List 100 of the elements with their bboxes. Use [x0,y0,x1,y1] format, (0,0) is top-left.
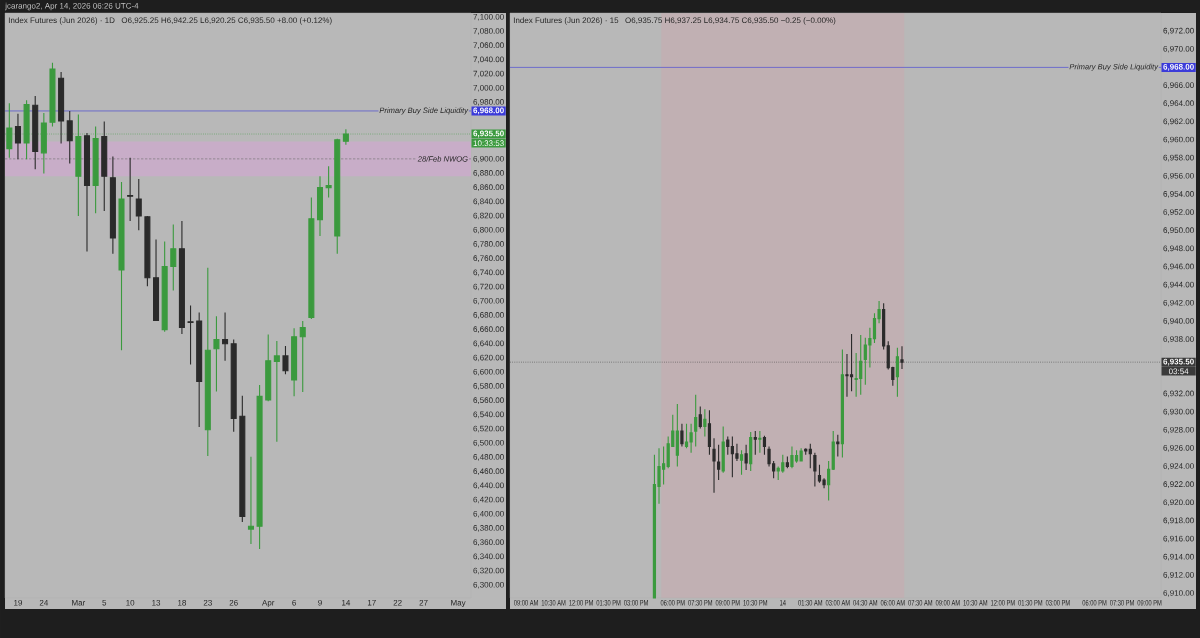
y-tick-label: 6,600.00 [473,368,504,376]
candlestick [161,241,168,333]
candlestick [153,238,160,322]
chart-subtitle: O6,935.75 H6,937.25 L6,934.75 C6,935.50 −0.25 (−0.00%) [625,17,836,25]
y-tick-label: 6,958.00 [1163,154,1194,162]
candlestick [707,409,712,456]
x-tick-label: 06:00 AM [880,599,905,606]
y-tick-label: 6,968.00 [473,107,504,115]
x-tick-label: 12:00 PM [569,599,593,606]
x-tick-label: 14 [780,599,786,606]
text: 03:54 [1168,368,1189,375]
candlestick [282,345,289,375]
y-tick-label: 6,360.00 [473,539,504,546]
y-tick-label: 6,780.00 [473,241,504,248]
y-tick-label: 6,932.00 [1163,390,1194,398]
x-tick-label: 01:30 AM [798,599,823,606]
x-tick-label: 19 [14,599,23,606]
y-tick-label: 6,935.50 [473,130,504,138]
candlestick [827,460,831,502]
y-tick-label: 6,918.00 [1163,517,1194,525]
candlestick [744,444,748,471]
x-tick-label: 26 [229,599,238,606]
y-tick-label: 6,926.00 [1163,445,1194,452]
candlestick [325,165,332,199]
candlestick [14,113,21,160]
y-tick-label: 6,840.00 [473,198,504,206]
candlestick [49,62,56,128]
y-tick-label: 6,760.00 [473,255,504,262]
y-tick-label: 6,880.00 [473,170,504,177]
y-tick-label: 7,100.00 [473,13,504,21]
y-tick-label: 6,935.50 [1163,358,1194,366]
x-tick-label: May [451,599,466,608]
x-tick-label: 07:30 PM [1110,599,1134,606]
candlestick [247,456,254,545]
y-tick-label: 6,940.00 [1163,318,1194,325]
candlestick [804,447,808,456]
y-tick-label: 6,340.00 [473,553,504,561]
y-tick-label: 6,300.00 [473,581,504,589]
x-tick-label: 6 [292,599,296,606]
candlestick [689,423,693,454]
y-tick-label: 6,966.00 [1163,82,1194,89]
x-tick-label: 07:30 PM [688,599,713,606]
candlestick [32,95,39,170]
candlestick [698,406,702,429]
candlestick [101,121,108,212]
candlestick [675,403,679,468]
x-tick-label: 09:00 AM [935,599,960,606]
y-tick-label: 6,922.00 [1163,481,1194,488]
x-tick-label: 13 [152,599,161,606]
y-tick-label: 6,860.00 [473,184,504,191]
x-tick-label: 07:30 AM [908,599,933,606]
candlestick [799,447,803,462]
x-tick-label: 01:30 PM [1018,599,1043,606]
y-tick-label: 6,924.00 [1163,463,1194,470]
y-tick-label: 6,956.00 [1163,172,1194,180]
candlestick [178,220,185,335]
y-tick-label: 6,938.00 [1163,336,1194,343]
candlestick [170,223,177,292]
candlestick [196,312,203,428]
y-tick-label: 6,580.00 [473,383,504,390]
y-tick-label: 6,980.00 [473,99,504,106]
y-tick-label: 6,500.00 [473,439,504,447]
candlestick [265,334,272,402]
candlestick [58,71,65,145]
y-tick-label: 7,040.00 [473,56,504,64]
chart-subtitle: O6,925.25 H6,942.25 L6,920.25 C6,935.50 +8.00 (+0.12%) [121,17,332,25]
y-tick-label: 6,964.00 [1163,100,1194,107]
x-tick-label: 01:30 PM [596,599,621,606]
y-tick-label: 6,560.00 [473,397,504,404]
chart-title: Index Futures (Jun 2026) · 15 [513,17,619,25]
x-tick-label: 04:30 AM [853,599,878,606]
y-tick-label: 6,680.00 [473,312,504,319]
text: jcarango2, Apr 14, 2026 06:26 UTC-4 [5,2,139,11]
x-tick-label: 18 [178,599,187,606]
chart-title: Index Futures (Jun 2026) · 1D [8,17,115,25]
candlestick [790,445,794,469]
y-tick-label: 6,972.00 [1163,27,1194,35]
y-tick-label: 6,930.00 [1163,408,1194,416]
candlestick [684,423,689,449]
x-tick-label: 10 [126,599,135,606]
x-tick-label: 10:30 AM [541,599,566,606]
y-tick-label: 6,720.00 [473,283,504,291]
y-tick-label: 6,640.00 [473,340,504,348]
x-tick-label: 10:30 AM [963,599,988,606]
y-tick-label: 6,970.00 [1163,45,1194,53]
y-tick-label: 6,380.00 [473,525,504,532]
y-tick-label: 6,900.00 [473,155,504,163]
y-tick-label: 6,420.00 [473,496,504,504]
y-tick-label: 7,080.00 [473,28,504,35]
y-tick-label: 6,914.00 [1163,553,1194,561]
y-tick-label: 6,820.00 [473,212,504,220]
x-tick-label: 03:00 PM [1045,599,1070,606]
candlestick [316,175,324,237]
candlestick [836,434,840,458]
candlestick [680,423,684,448]
candlestick [808,443,812,469]
candlestick [230,339,237,433]
y-tick-label: 6,620.00 [473,354,504,362]
x-tick-label: 12:00 PM [991,599,1015,606]
candlestick [739,449,744,476]
